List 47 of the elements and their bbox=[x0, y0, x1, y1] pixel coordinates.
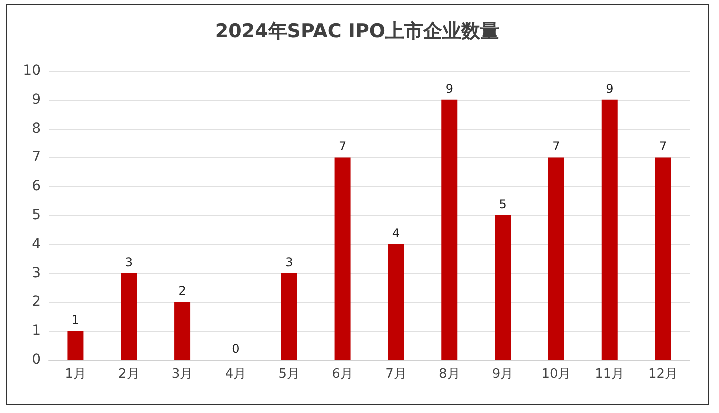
x-tick-label: 2月 bbox=[118, 367, 140, 382]
chart-title: 2024年SPAC IPO上市企业数量 bbox=[215, 20, 500, 42]
bar bbox=[495, 216, 512, 360]
y-tick-label: 5 bbox=[32, 208, 41, 224]
data-label: 5 bbox=[499, 198, 507, 212]
bar bbox=[121, 273, 138, 360]
x-tick-label: 1月 bbox=[65, 367, 86, 382]
data-label: 9 bbox=[606, 82, 614, 96]
bar bbox=[655, 158, 672, 360]
y-tick-label: 3 bbox=[32, 265, 41, 282]
data-label: 3 bbox=[286, 255, 294, 270]
y-tick-label: 1 bbox=[32, 323, 41, 340]
y-tick-label: 10 bbox=[23, 63, 41, 79]
data-label: 1 bbox=[72, 313, 80, 328]
x-tick-label: 5月 bbox=[278, 367, 300, 382]
data-label: 2 bbox=[178, 284, 186, 298]
x-tick-label: 10月 bbox=[542, 367, 572, 382]
data-label: 3 bbox=[125, 255, 133, 270]
x-tick-label: 4月 bbox=[225, 367, 247, 382]
data-label: 9 bbox=[446, 82, 454, 96]
y-tick-label: 8 bbox=[32, 120, 41, 137]
x-tick-label: 8月 bbox=[438, 367, 460, 382]
y-tick-label: 6 bbox=[32, 178, 42, 195]
x-tick-label: 12月 bbox=[648, 367, 678, 382]
bar bbox=[548, 158, 564, 360]
bar bbox=[334, 158, 351, 360]
data-label: 7 bbox=[552, 140, 560, 154]
y-tick-label: 9 bbox=[32, 92, 41, 108]
x-tick-label: 11月 bbox=[595, 367, 625, 382]
x-tick-label: 9月 bbox=[492, 367, 514, 382]
data-label: 0 bbox=[232, 342, 240, 356]
data-label: 7 bbox=[659, 140, 668, 154]
data-label: 4 bbox=[392, 226, 400, 240]
bar bbox=[388, 244, 404, 360]
y-tick-label: 4 bbox=[32, 236, 42, 252]
data-label: 7 bbox=[338, 140, 347, 154]
y-tick-label: 2 bbox=[32, 294, 41, 310]
y-tick-label: 0 bbox=[32, 352, 41, 368]
y-tick-label: 7 bbox=[32, 150, 41, 166]
bar bbox=[602, 100, 618, 360]
bar bbox=[68, 331, 84, 360]
x-tick-label: 6月 bbox=[332, 367, 354, 382]
bar bbox=[442, 100, 458, 360]
bar bbox=[174, 302, 191, 360]
x-tick-label: 3月 bbox=[172, 367, 194, 382]
x-tick-label: 7月 bbox=[386, 367, 407, 382]
bar bbox=[281, 273, 298, 360]
